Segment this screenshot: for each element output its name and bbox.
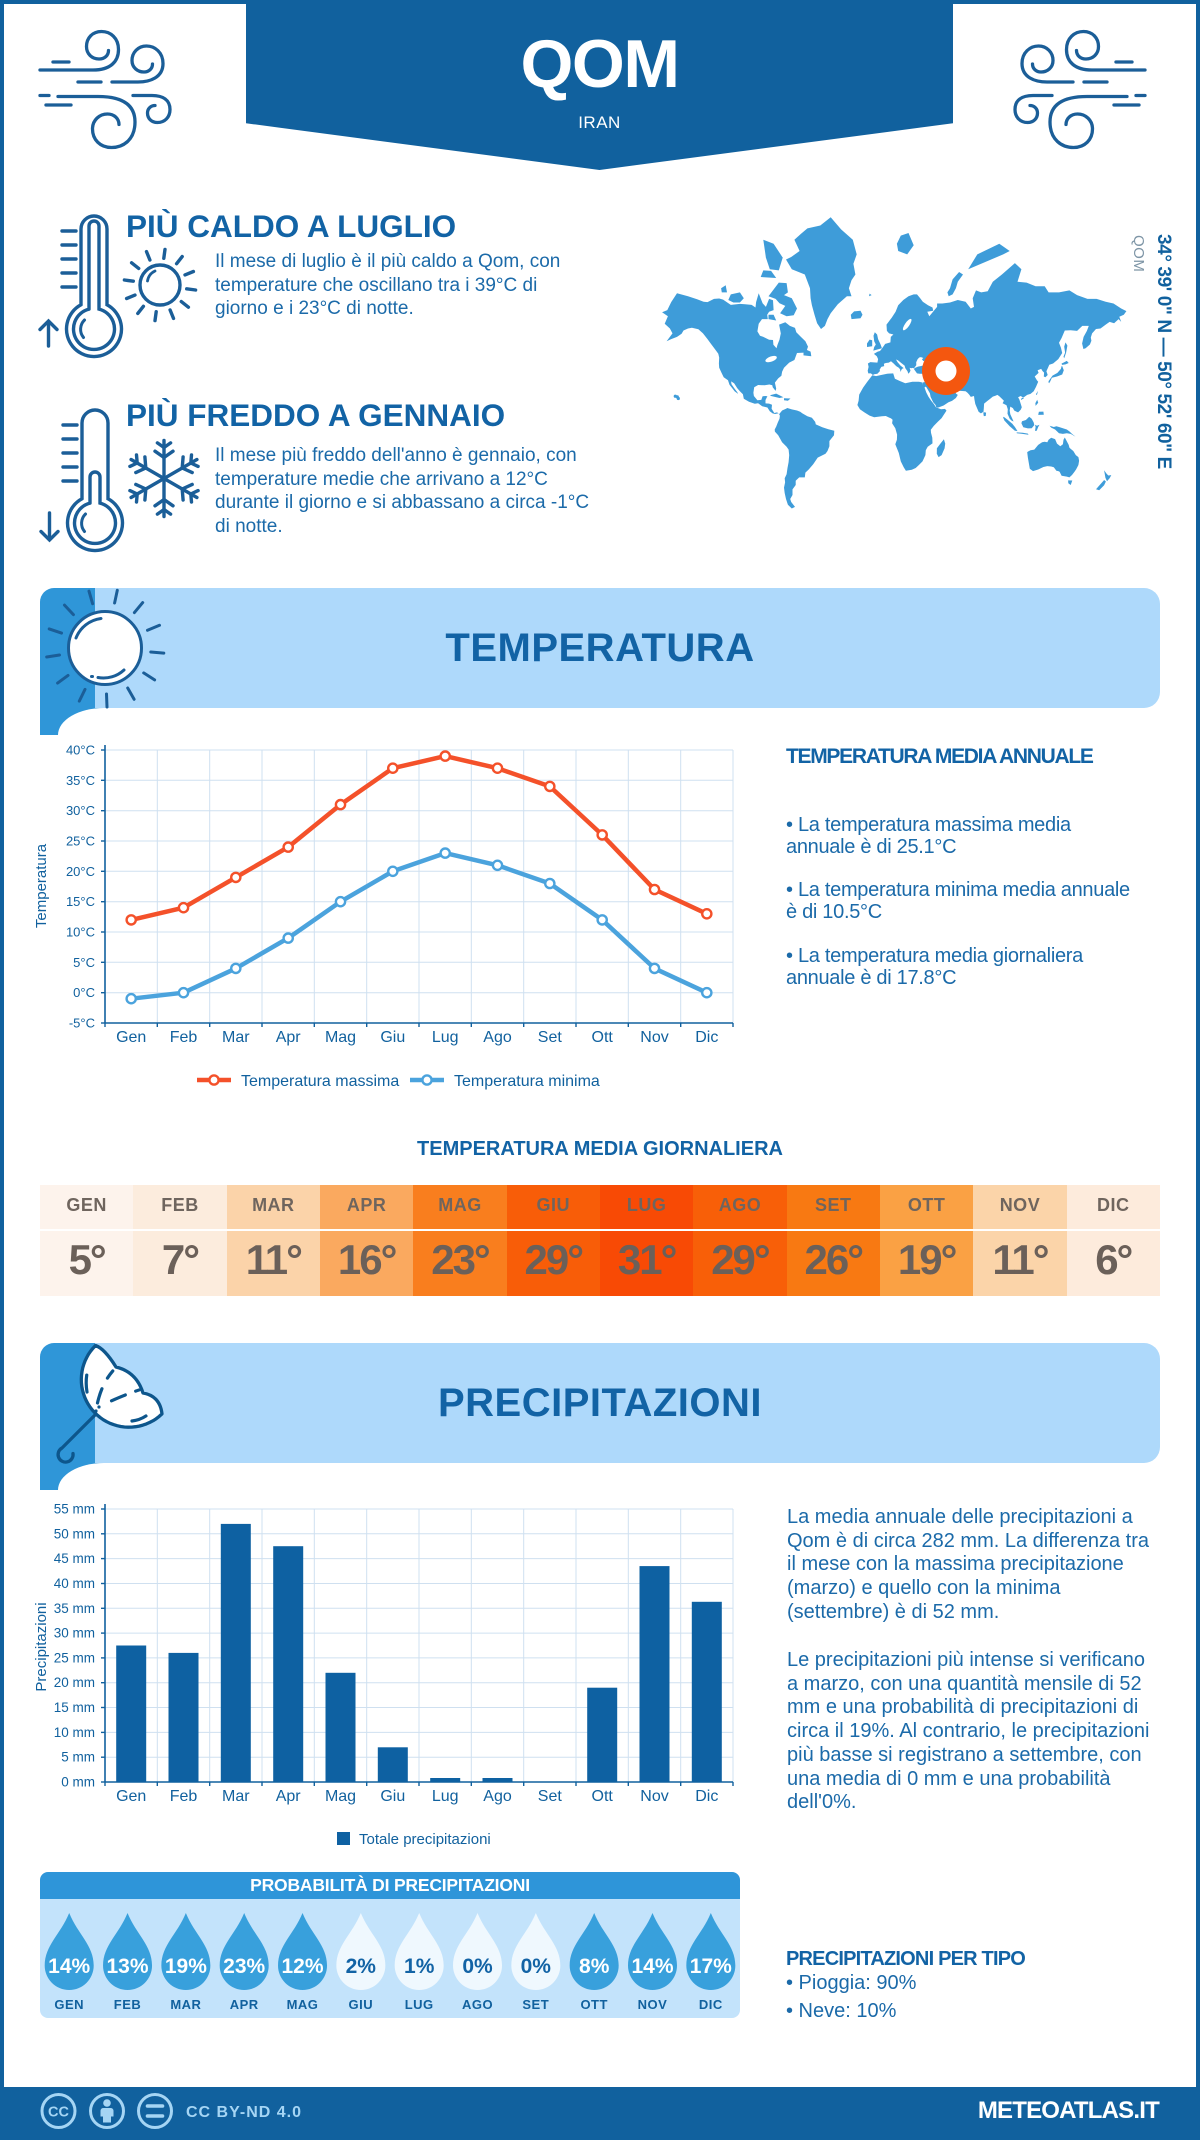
svg-text:35 mm: 35 mm — [54, 1601, 95, 1616]
svg-text:Temperatura: Temperatura — [33, 843, 50, 928]
svg-text:30 mm: 30 mm — [54, 1626, 95, 1641]
svg-text:5°C: 5°C — [73, 955, 95, 970]
svg-text:Giu: Giu — [380, 1029, 405, 1046]
svg-text:0%: 0% — [462, 1955, 493, 1978]
svg-text:20°C: 20°C — [66, 864, 95, 879]
svg-text:SET: SET — [522, 1997, 549, 2012]
svg-text:50 mm: 50 mm — [54, 1526, 95, 1541]
svg-text:35°C: 35°C — [66, 773, 95, 788]
svg-text:Nov: Nov — [640, 1029, 668, 1046]
svg-text:10°C: 10°C — [66, 925, 95, 940]
svg-text:8%: 8% — [579, 1955, 610, 1978]
svg-text:CC BY-ND 4.0: CC BY-ND 4.0 — [186, 2104, 302, 2121]
svg-text:13%: 13% — [106, 1955, 148, 1978]
svg-text:Lug: Lug — [432, 1029, 459, 1046]
svg-text:12%: 12% — [281, 1955, 323, 1978]
svg-text:Ott: Ott — [592, 1788, 614, 1805]
svg-text:CC: CC — [48, 2105, 69, 2121]
svg-text:OTT: OTT — [580, 1997, 608, 2012]
svg-text:Apr: Apr — [276, 1029, 302, 1046]
svg-text:17%: 17% — [690, 1955, 732, 1978]
svg-text:Giu: Giu — [380, 1788, 405, 1805]
svg-text:Ago: Ago — [483, 1029, 512, 1046]
svg-text:Gen: Gen — [116, 1029, 146, 1046]
svg-text:FEB: FEB — [114, 1997, 142, 2012]
svg-text:-5°C: -5°C — [69, 1016, 95, 1031]
svg-text:Mar: Mar — [222, 1029, 250, 1046]
svg-text:20 mm: 20 mm — [54, 1675, 95, 1690]
svg-text:40°C: 40°C — [66, 743, 95, 758]
svg-text:19%: 19% — [165, 1955, 207, 1978]
svg-text:Ago: Ago — [483, 1788, 512, 1805]
svg-text:LUG: LUG — [405, 1997, 434, 2012]
svg-text:GIU: GIU — [348, 1997, 373, 2012]
svg-text:15 mm: 15 mm — [54, 1700, 95, 1715]
svg-text:15°C: 15°C — [66, 894, 95, 909]
svg-text:14%: 14% — [631, 1955, 673, 1978]
svg-text:10 mm: 10 mm — [54, 1725, 95, 1740]
svg-text:Apr: Apr — [276, 1788, 302, 1805]
svg-text:Mar: Mar — [222, 1788, 250, 1805]
svg-text:Mag: Mag — [325, 1029, 356, 1046]
svg-text:23%: 23% — [223, 1955, 265, 1978]
svg-text:NOV: NOV — [638, 1997, 668, 2012]
svg-text:Mag: Mag — [325, 1788, 356, 1805]
svg-text:Set: Set — [538, 1029, 563, 1046]
svg-text:0 mm: 0 mm — [61, 1775, 95, 1790]
svg-text:Feb: Feb — [170, 1788, 198, 1805]
svg-text:1%: 1% — [404, 1955, 435, 1978]
svg-text:45 mm: 45 mm — [54, 1551, 95, 1566]
svg-text:AGO: AGO — [462, 1997, 493, 2012]
svg-text:25°C: 25°C — [66, 834, 95, 849]
svg-text:Totale precipitazioni: Totale precipitazioni — [359, 1831, 491, 1848]
svg-text:Ott: Ott — [592, 1029, 614, 1046]
svg-text:Lug: Lug — [432, 1788, 459, 1805]
svg-text:Precipitazioni: Precipitazioni — [33, 1602, 50, 1691]
svg-text:5 mm: 5 mm — [61, 1750, 95, 1765]
svg-text:Temperatura massima: Temperatura massima — [241, 1073, 399, 1090]
svg-text:Nov: Nov — [640, 1788, 668, 1805]
svg-text:GEN: GEN — [54, 1997, 84, 2012]
svg-text:25 mm: 25 mm — [54, 1650, 95, 1665]
svg-text:Dic: Dic — [695, 1029, 718, 1046]
svg-text:14%: 14% — [48, 1955, 90, 1978]
svg-text:Feb: Feb — [170, 1029, 198, 1046]
svg-text:30°C: 30°C — [66, 803, 95, 818]
svg-text:DIC: DIC — [699, 1997, 723, 2012]
svg-text:MAR: MAR — [170, 1997, 201, 2012]
svg-text:Gen: Gen — [116, 1788, 146, 1805]
svg-text:2%: 2% — [346, 1955, 377, 1978]
svg-text:Temperatura minima: Temperatura minima — [454, 1073, 600, 1090]
svg-text:MAG: MAG — [287, 1997, 319, 2012]
svg-text:0°C: 0°C — [73, 985, 95, 1000]
svg-text:0%: 0% — [521, 1955, 552, 1978]
svg-text:40 mm: 40 mm — [54, 1576, 95, 1591]
svg-text:Set: Set — [538, 1788, 563, 1805]
svg-text:APR: APR — [230, 1997, 259, 2012]
svg-text:Dic: Dic — [695, 1788, 718, 1805]
svg-text:55 mm: 55 mm — [54, 1502, 95, 1517]
